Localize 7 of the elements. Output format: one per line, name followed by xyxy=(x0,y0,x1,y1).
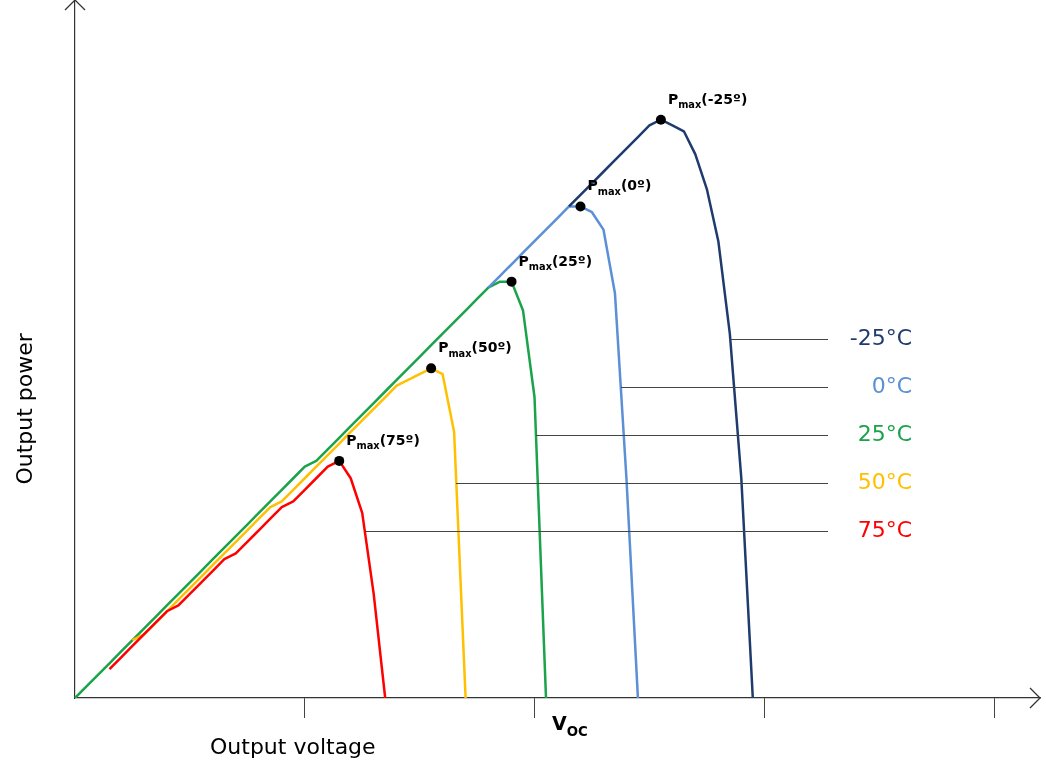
text: 0°C xyxy=(871,373,912,399)
text: 75°C xyxy=(857,517,912,543)
y-axis-title: Output power xyxy=(11,332,37,485)
x-axis-title: Output voltage xyxy=(210,733,376,759)
text: 25°C xyxy=(857,421,912,447)
text: -25°C xyxy=(849,325,912,351)
text: 50°C xyxy=(857,469,912,495)
